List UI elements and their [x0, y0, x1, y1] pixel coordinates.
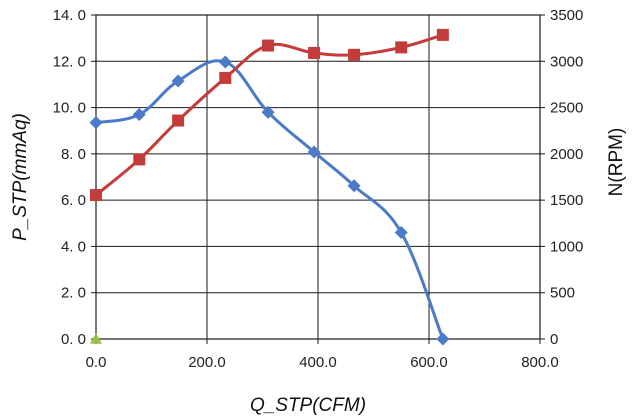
- y-right-tick-label: 500: [550, 285, 575, 302]
- diamond-marker: [436, 332, 450, 346]
- y-left-tick-label: 12. 0: [53, 53, 86, 70]
- y-right-tick-label: 1000: [550, 238, 583, 255]
- square-marker: [436, 28, 449, 41]
- square-marker: [219, 71, 232, 84]
- y-right-tick-label: 2000: [550, 146, 583, 163]
- square-marker: [133, 153, 146, 166]
- y-left-tick-label: 8. 0: [61, 146, 86, 163]
- x-tick-label: 200.0: [188, 354, 226, 371]
- y-left-tick-label: 4. 0: [61, 238, 86, 255]
- y-right-tick-label: 3000: [550, 53, 583, 70]
- y-left-tick-label: 14. 0: [53, 7, 86, 24]
- y-left-tick-label: 10. 0: [53, 100, 86, 117]
- square-marker: [262, 39, 275, 52]
- y-left-axis-title: P_STP(mmAq): [10, 113, 31, 241]
- x-tick-label: 400.0: [299, 354, 337, 371]
- diamond-marker: [171, 74, 185, 88]
- diamond-marker: [89, 116, 103, 130]
- series-layer: [89, 28, 450, 346]
- diamond-marker: [218, 55, 232, 69]
- y-right-tick-label: 0: [550, 331, 558, 348]
- x-tick-label: 600.0: [410, 354, 448, 371]
- y-right-axis-title: N(RPM): [606, 128, 627, 197]
- triangle-marker: [90, 333, 102, 344]
- square-marker: [348, 48, 361, 61]
- y-right-tick-label: 2500: [550, 100, 583, 117]
- y-left-tick-label: 0. 0: [61, 331, 86, 348]
- label-layer: 0. 0 0 2. 0 500 4. 0 1000 6. 0 1500 8. 0 2000 10. …: [10, 7, 627, 416]
- square-marker: [308, 46, 321, 59]
- diamond-marker: [394, 226, 408, 240]
- y-right-tick-label: 3500: [550, 7, 583, 24]
- diamond-marker: [347, 179, 361, 193]
- square-marker: [395, 41, 408, 54]
- diamond-marker: [261, 105, 275, 119]
- square-marker: [172, 114, 185, 127]
- y-left-tick-label: 6. 0: [61, 192, 86, 209]
- x-tick-label: 0.0: [86, 354, 107, 371]
- y-left-tick-label: 2. 0: [61, 285, 86, 302]
- grid-layer: [95, 14, 541, 340]
- diamond-marker: [307, 145, 321, 159]
- x-tick-label: 800.0: [521, 354, 559, 371]
- y-right-tick-label: 1500: [550, 192, 583, 209]
- diamond-marker: [132, 108, 146, 122]
- x-axis-title: Q_STP(CFM): [250, 395, 366, 416]
- plot-area-frame: [95, 14, 541, 340]
- square-marker: [90, 189, 102, 202]
